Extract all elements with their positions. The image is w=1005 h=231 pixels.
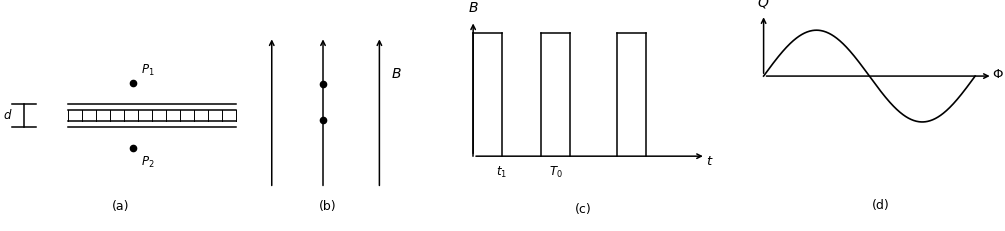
Text: (a): (a) (112, 200, 130, 213)
Text: $P_1$: $P_1$ (141, 63, 155, 78)
Text: $t_1$: $t_1$ (496, 165, 508, 180)
Text: $\Phi$: $\Phi$ (992, 68, 1003, 81)
Text: (b): (b) (320, 200, 337, 213)
Text: $t$: $t$ (706, 155, 714, 168)
Text: d: d (3, 109, 11, 122)
Text: $P_2$: $P_2$ (141, 155, 155, 170)
Text: $B$: $B$ (391, 67, 402, 81)
Text: (d): (d) (871, 199, 889, 212)
Text: $Q$: $Q$ (758, 0, 770, 10)
Text: (c): (c) (575, 203, 591, 216)
Text: $B$: $B$ (467, 1, 478, 15)
Text: $T_0$: $T_0$ (549, 165, 563, 180)
